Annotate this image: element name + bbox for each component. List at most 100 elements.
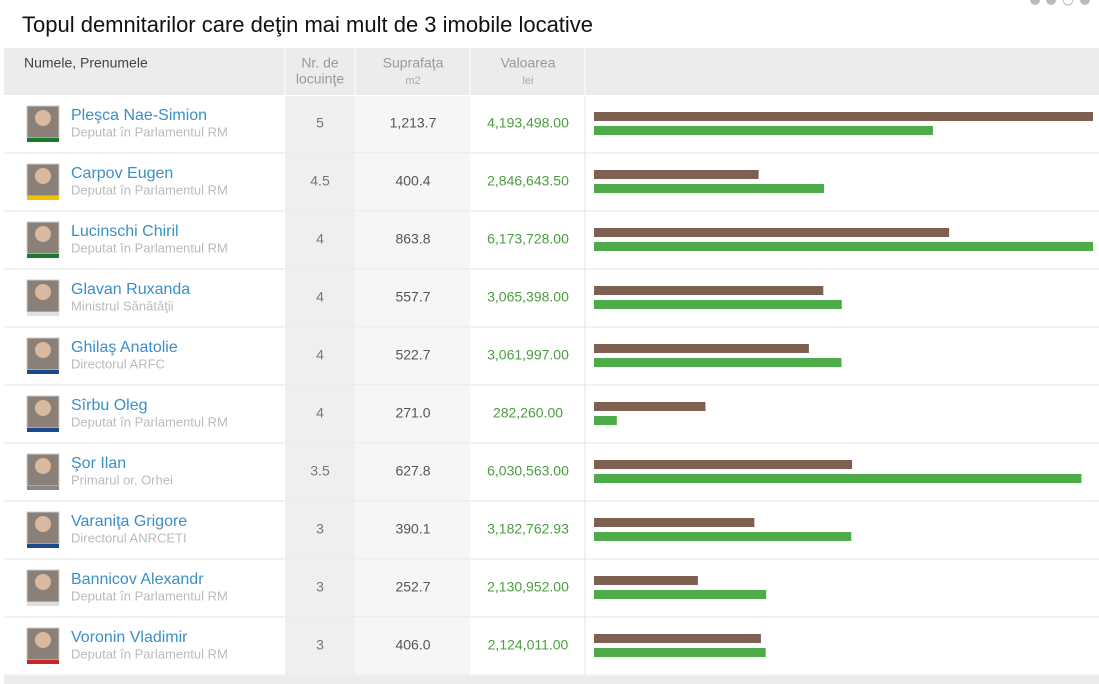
cell-bg [355, 212, 470, 269]
person-position: Deputat în Parlamentul RM [71, 182, 228, 197]
cell-bg [285, 212, 355, 269]
column-header: Valoarea [500, 55, 555, 71]
cell-bg [285, 328, 355, 385]
cell-bg [285, 444, 355, 501]
dwellings: 3.5 [310, 463, 330, 479]
row [4, 96, 1099, 153]
cell-bg [355, 270, 470, 327]
pager-dot[interactable] [1062, 0, 1074, 6]
value-bar [594, 300, 842, 309]
pager-dot[interactable] [1030, 0, 1040, 5]
photo-stripe [27, 370, 59, 374]
cell-bg [355, 386, 470, 443]
value: 3,065,398.00 [487, 289, 569, 305]
area-bar [594, 576, 698, 585]
cell-bg [285, 270, 355, 327]
table-footer [4, 676, 1099, 684]
area: 390.1 [395, 521, 430, 537]
row [4, 560, 1099, 617]
cell-bg [355, 154, 470, 211]
cell-bg [355, 444, 470, 501]
cell-bg [285, 386, 355, 443]
area: 863.8 [395, 231, 430, 247]
value: 4,193,498.00 [487, 115, 569, 131]
value: 2,846,643.50 [487, 173, 569, 189]
dwellings: 4.5 [310, 173, 330, 189]
value: 282,260.00 [493, 405, 563, 421]
value-bar [594, 416, 617, 425]
cell-bg [285, 154, 355, 211]
photo-face [35, 226, 51, 242]
person-name[interactable]: Sîrbu Oleg [71, 397, 147, 414]
person-name[interactable]: Ghilaş Anatolie [71, 339, 178, 356]
area: 400.4 [395, 173, 430, 189]
photo-stripe [27, 428, 59, 432]
row [4, 386, 1099, 443]
area: 522.7 [395, 347, 430, 363]
row [4, 328, 1099, 385]
photo-face [35, 632, 51, 648]
column-header: Numele, Prenumele [24, 55, 148, 71]
area-bar [594, 460, 853, 469]
area: 406.0 [395, 637, 430, 653]
value: 6,173,728.00 [487, 231, 569, 247]
area-bar [594, 286, 824, 295]
cell-bg [355, 618, 470, 675]
photo-stripe [27, 138, 59, 142]
area-bar [594, 634, 761, 643]
photo-stripe [27, 254, 59, 258]
person-name[interactable]: Varaniţa Grigore [71, 513, 187, 530]
person-position: Deputat în Parlamentul RM [71, 414, 228, 429]
area: 252.7 [395, 579, 430, 595]
column-header: Nr. de [301, 55, 339, 71]
person-position: Directorul ANRCETI [71, 530, 187, 545]
photo-face [35, 284, 51, 300]
value: 2,124,011.00 [488, 637, 569, 653]
row [4, 212, 1099, 269]
photo-face [35, 342, 51, 358]
dwellings: 4 [316, 231, 324, 247]
value-bar [594, 648, 766, 657]
pager-dot[interactable] [1046, 0, 1056, 5]
header-row [4, 48, 1099, 95]
cell-bg [355, 96, 470, 153]
value-bar [594, 184, 825, 193]
person-name[interactable]: Voronin Vladimir [71, 629, 188, 646]
column-header: locuinţe [296, 71, 344, 87]
photo-stripe [27, 602, 59, 606]
row [4, 270, 1099, 327]
photo-stripe [27, 486, 59, 490]
cell-bg [355, 328, 470, 385]
dwellings: 4 [316, 289, 324, 305]
value-bar [594, 474, 1082, 483]
person-position: Deputat în Parlamentul RM [71, 124, 228, 139]
value-bar [594, 590, 767, 599]
column-header: Suprafaţa [383, 55, 444, 71]
photo-face [35, 574, 51, 590]
row [4, 502, 1099, 559]
area-bar [594, 518, 755, 527]
photo-face [35, 516, 51, 532]
cell-bg [355, 560, 470, 617]
person-position: Deputat în Parlamentul RM [71, 588, 228, 603]
area: 627.8 [395, 463, 430, 479]
dwellings: 5 [316, 115, 324, 131]
area-bar [594, 228, 950, 237]
photo-stripe [27, 660, 59, 664]
person-name[interactable]: Şor Ilan [71, 455, 126, 472]
person-name[interactable]: Glavan Ruxanda [71, 281, 190, 298]
photo-face [35, 168, 51, 184]
photo-face [35, 400, 51, 416]
area: 1,213.7 [390, 115, 437, 131]
area-bar [594, 112, 1093, 121]
pager-dot[interactable] [1080, 0, 1090, 5]
dwellings: 3 [316, 579, 324, 595]
person-name[interactable]: Carpov Eugen [71, 165, 173, 182]
area-bar [594, 170, 759, 179]
row [4, 154, 1099, 211]
person-name[interactable]: Lucinschi Chiril [71, 223, 179, 240]
area-bar [594, 402, 706, 411]
person-name[interactable]: Pleşca Nae-Simion [71, 107, 207, 124]
person-name[interactable]: Bannicov Alexandr [71, 571, 204, 588]
